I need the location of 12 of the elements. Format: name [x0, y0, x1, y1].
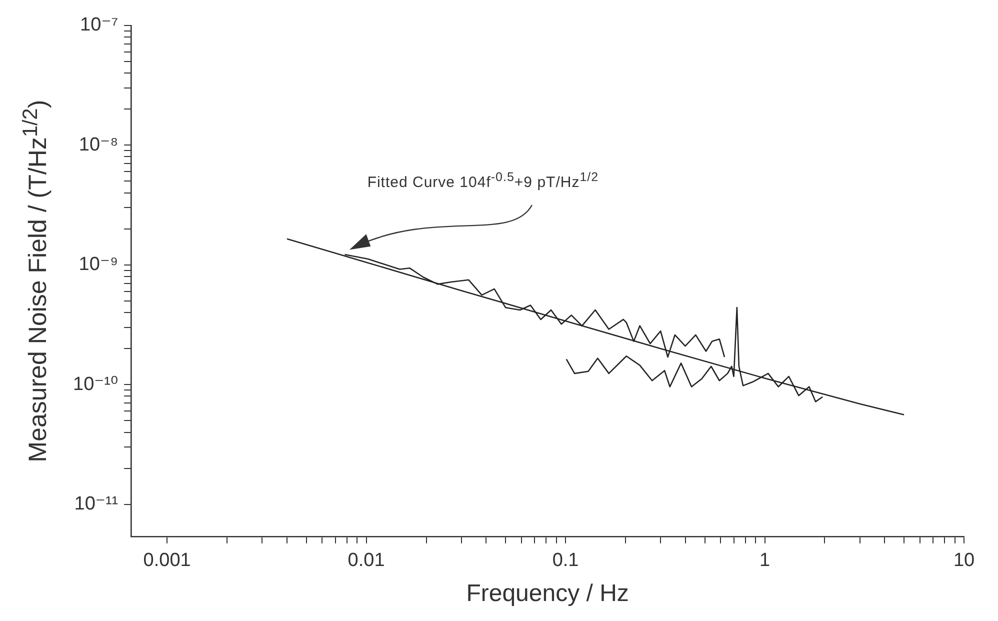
y-tick-label: 10⁻¹¹ — [74, 494, 118, 515]
x-tick-label: 1 — [759, 550, 770, 572]
x-tick-label: 0.001 — [143, 550, 191, 572]
x-tick-label: 0.01 — [348, 550, 385, 572]
y-tick-label: 10⁻⁸ — [78, 134, 118, 156]
x-tick-label: 0.1 — [552, 550, 579, 572]
y-tick-label: 10⁻⁹ — [78, 254, 118, 276]
y-tick-label: 10⁻⁷ — [80, 14, 118, 36]
annotation: Fitted Curve 104f$^{-0.5}$+9 pT/Hz$^{1/2}$ — [367, 170, 599, 192]
y-tick-label: 10⁻¹⁰ — [72, 374, 118, 395]
x-axis-title: Frequency / Hz — [466, 580, 629, 608]
x-tick-label: 10 — [953, 550, 975, 572]
